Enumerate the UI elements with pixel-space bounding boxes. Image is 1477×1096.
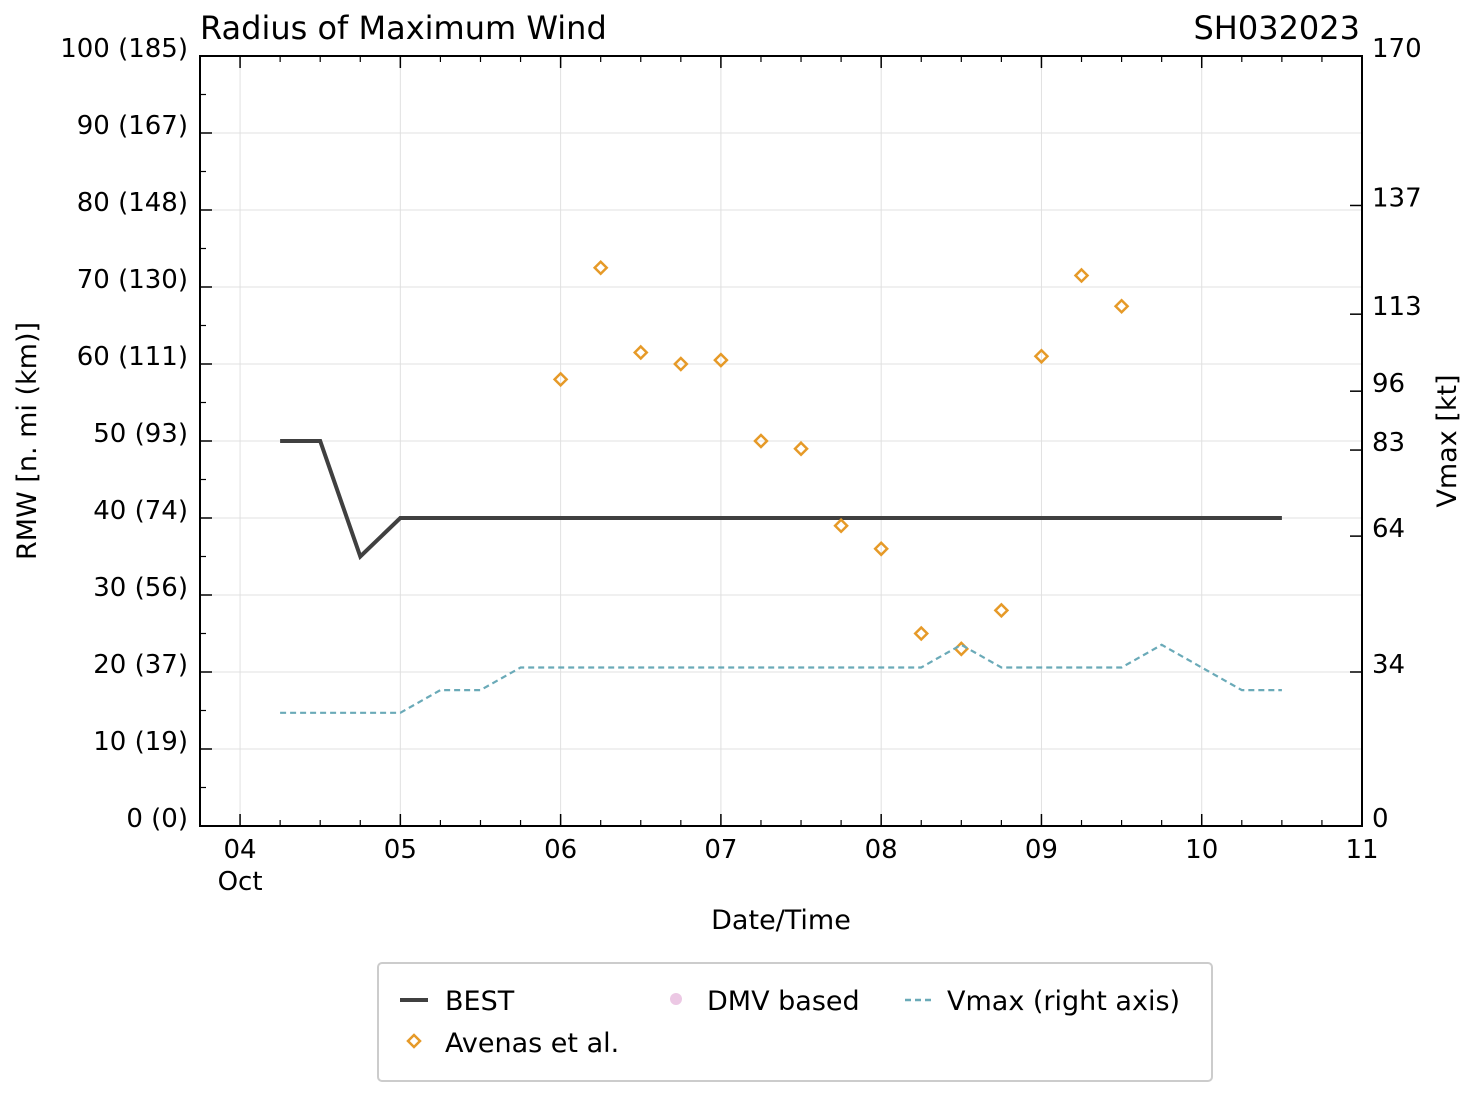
legend-label-best: BEST: [445, 986, 515, 1017]
avenas-point: [993, 602, 1010, 619]
storm-id: SH032023: [1193, 9, 1360, 47]
avenas-point: [1073, 267, 1090, 284]
y2-axis-label: Vmax [kt]: [1432, 374, 1463, 507]
legend-label-dmv: DMV based: [707, 986, 860, 1017]
y-tick-label: 40 (74): [93, 496, 188, 526]
y-tick-label: 60 (111): [77, 342, 188, 372]
x-tick-label: 10: [1185, 835, 1218, 865]
y-tick-label: 90 (167): [77, 111, 188, 141]
y-tick-label: 100 (185): [60, 34, 188, 64]
y2-tick-label: 83: [1372, 428, 1405, 458]
x-tick-label: 06: [544, 835, 577, 865]
avenas-point: [833, 517, 849, 534]
legend-frame: [377, 962, 1213, 1082]
avenas-point: [913, 625, 930, 642]
y-tick-label: 20 (37): [93, 650, 188, 680]
avenas-point: [713, 352, 729, 368]
y2-tick-label: 64: [1372, 514, 1405, 544]
avenas-point: [592, 259, 609, 276]
y-tick-label: 0 (0): [126, 804, 188, 834]
avenas-point: [552, 371, 569, 388]
avenas-point: [1113, 298, 1130, 315]
legend-label-avenas: Avenas et al.: [445, 1028, 619, 1059]
series-best: [280, 439, 1282, 561]
legend: BEST DMV based Vmax (right axis) Avenas …: [377, 962, 1213, 1082]
legend-swatch-dmv: [670, 993, 682, 1005]
avenas-point: [1033, 348, 1050, 365]
x-tick-label: 04: [224, 835, 257, 865]
y2-tick-label: 170: [1372, 34, 1422, 64]
avenas-point: [873, 541, 889, 557]
x-tick-sublabel: Oct: [218, 867, 263, 897]
y-tick-label: 70 (130): [77, 265, 188, 295]
axis-ticks: [199, 55, 1363, 827]
chart-title: Radius of Maximum Wind: [200, 9, 607, 47]
y-tick-label: 30 (56): [93, 573, 188, 603]
y-axis-label: RMW [n. mi (km)]: [12, 322, 43, 560]
y2-tick-label: 0: [1372, 804, 1389, 834]
y2-tick-label: 137: [1372, 183, 1422, 213]
y2-tick-label: 96: [1372, 369, 1405, 399]
x-tick-label: 07: [704, 835, 737, 865]
legend-swatch-avenas: [406, 1033, 422, 1049]
series-layer: [280, 259, 1282, 714]
x-tick-label: 09: [1025, 835, 1058, 865]
y-tick-label: 80 (148): [77, 188, 188, 218]
y-tick-label: 10 (19): [93, 727, 188, 757]
legend-label-vmax: Vmax (right axis): [947, 986, 1180, 1017]
x-tick-label: 11: [1345, 835, 1378, 865]
x-tick-label: 08: [865, 835, 898, 865]
y2-tick-label: 113: [1372, 292, 1422, 322]
avenas-point: [793, 440, 809, 457]
avenas-point: [673, 356, 689, 372]
avenas-point: [753, 433, 769, 449]
x-axis-label: Date/Time: [711, 905, 851, 936]
x-tick-label: 05: [384, 835, 417, 865]
y-tick-label: 50 (93): [93, 419, 188, 449]
y2-tick-label: 34: [1372, 650, 1405, 680]
avenas-point: [632, 344, 649, 361]
